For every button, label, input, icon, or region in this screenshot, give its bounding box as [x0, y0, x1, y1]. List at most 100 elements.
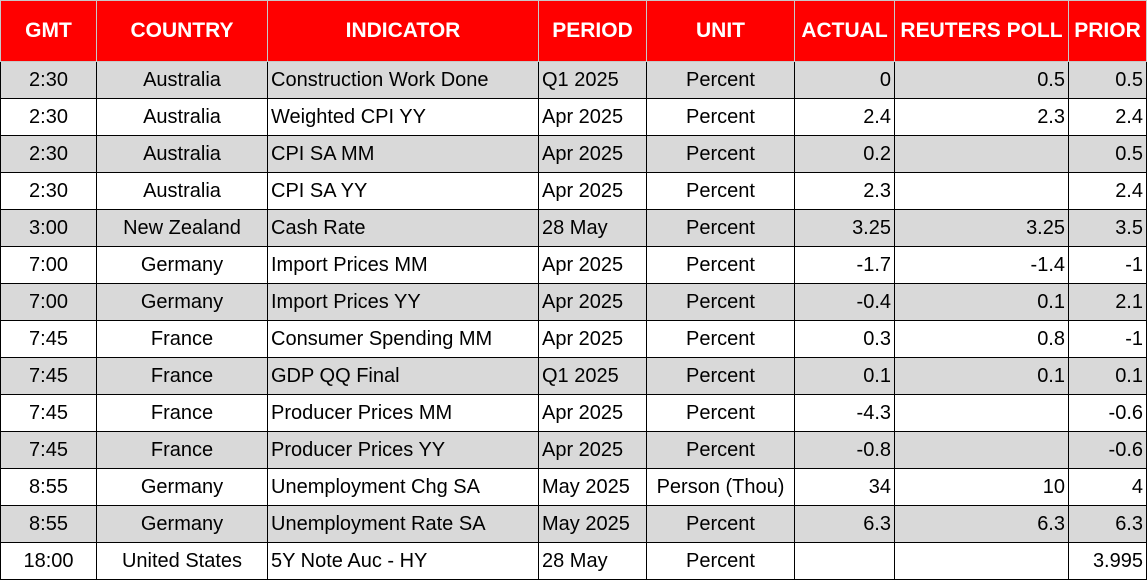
actual-cell: 3.25	[794, 209, 895, 247]
prior-cell: 2.1	[1068, 283, 1147, 321]
prior-cell: 2.4	[1068, 172, 1147, 210]
period-cell: Apr 2025	[538, 394, 647, 432]
table-row: 8:55 Germany Unemployment Rate SA May 2025 P…	[0, 505, 1147, 543]
period-cell: May 2025	[538, 505, 647, 543]
unit-cell: Percent	[646, 357, 795, 395]
country-cell: France	[96, 431, 268, 469]
period-cell: Apr 2025	[538, 246, 647, 284]
country-cell: Germany	[96, 246, 268, 284]
period-cell: Apr 2025	[538, 98, 647, 136]
table-row: 2:30 Australia Weighted CPI YY Apr 2025 Perc…	[0, 98, 1147, 136]
gmt-cell: 7:45	[0, 357, 97, 395]
country-cell: Germany	[96, 283, 268, 321]
country-cell: France	[96, 320, 268, 358]
gmt-cell: 8:55	[0, 468, 97, 506]
gmt-cell: 7:45	[0, 320, 97, 358]
actual-cell: 34	[794, 468, 895, 506]
column-header-actual: ACTUAL	[794, 0, 895, 62]
period-cell: Apr 2025	[538, 135, 647, 173]
indicator-cell: 5Y Note Auc - HY	[267, 542, 539, 580]
actual-cell: -0.8	[794, 431, 895, 469]
gmt-cell: 3:00	[0, 209, 97, 247]
prior-cell: 3.5	[1068, 209, 1147, 247]
prior-cell: 0.5	[1068, 135, 1147, 173]
unit-cell: Percent	[646, 394, 795, 432]
country-cell: New Zealand	[96, 209, 268, 247]
indicator-cell: Import Prices YY	[267, 283, 539, 321]
period-cell: Apr 2025	[538, 172, 647, 210]
unit-cell: Percent	[646, 431, 795, 469]
prior-cell: 3.995	[1068, 542, 1147, 580]
column-header-prior: PRIOR	[1068, 0, 1147, 62]
actual-cell: 2.3	[794, 172, 895, 210]
actual-cell: 0.3	[794, 320, 895, 358]
indicator-cell: GDP QQ Final	[267, 357, 539, 395]
column-header-unit: UNIT	[646, 0, 795, 62]
period-cell: Q1 2025	[538, 357, 647, 395]
reuters-poll-cell	[894, 431, 1069, 469]
column-header-reuters-poll: REUTERS POLL	[894, 0, 1069, 62]
country-cell: France	[96, 357, 268, 395]
period-cell: Q1 2025	[538, 61, 647, 99]
table-row: 7:45 France GDP QQ Final Q1 2025 Percent 0.1 0…	[0, 357, 1147, 395]
prior-cell: 2.4	[1068, 98, 1147, 136]
unit-cell: Percent	[646, 246, 795, 284]
table-row: 7:00 Germany Import Prices MM Apr 2025 Perce…	[0, 246, 1147, 284]
indicator-cell: Unemployment Chg SA	[267, 468, 539, 506]
header-row: GMT COUNTRY INDICATOR PERIOD UNIT ACTUAL…	[0, 0, 1147, 62]
reuters-poll-cell: 0.1	[894, 283, 1069, 321]
table-row: 7:45 France Producer Prices YY Apr 2025 Perc…	[0, 431, 1147, 469]
actual-cell	[794, 542, 895, 580]
prior-cell: 6.3	[1068, 505, 1147, 543]
reuters-poll-cell: 3.25	[894, 209, 1069, 247]
indicator-cell: Weighted CPI YY	[267, 98, 539, 136]
table-body: 2:30 Australia Construction Work Done Q1 20…	[0, 61, 1147, 580]
prior-cell: -0.6	[1068, 394, 1147, 432]
column-header-period: PERIOD	[538, 0, 647, 62]
unit-cell: Person (Thou)	[646, 468, 795, 506]
country-cell: France	[96, 394, 268, 432]
gmt-cell: 2:30	[0, 135, 97, 173]
country-cell: Australia	[96, 61, 268, 99]
reuters-poll-cell: 0.5	[894, 61, 1069, 99]
unit-cell: Percent	[646, 320, 795, 358]
reuters-poll-cell	[894, 394, 1069, 432]
reuters-poll-cell: 6.3	[894, 505, 1069, 543]
table-row: 7:45 France Producer Prices MM Apr 2025 Perc…	[0, 394, 1147, 432]
country-cell: Germany	[96, 468, 268, 506]
table-row: 2:30 Australia CPI SA YY Apr 2025 Percent 2.3…	[0, 172, 1147, 210]
indicator-cell: Producer Prices MM	[267, 394, 539, 432]
unit-cell: Percent	[646, 542, 795, 580]
country-cell: Australia	[96, 135, 268, 173]
reuters-poll-cell: 10	[894, 468, 1069, 506]
prior-cell: -0.6	[1068, 431, 1147, 469]
indicator-cell: Consumer Spending MM	[267, 320, 539, 358]
actual-cell: 2.4	[794, 98, 895, 136]
gmt-cell: 7:00	[0, 246, 97, 284]
table-row: 2:30 Australia Construction Work Done Q1 20…	[0, 61, 1147, 99]
indicator-cell: Producer Prices YY	[267, 431, 539, 469]
unit-cell: Percent	[646, 135, 795, 173]
unit-cell: Percent	[646, 172, 795, 210]
actual-cell: 6.3	[794, 505, 895, 543]
reuters-poll-cell: 0.1	[894, 357, 1069, 395]
indicator-cell: Construction Work Done	[267, 61, 539, 99]
actual-cell: 0	[794, 61, 895, 99]
prior-cell: 0.5	[1068, 61, 1147, 99]
country-cell: United States	[96, 542, 268, 580]
actual-cell: 0.1	[794, 357, 895, 395]
actual-cell: 0.2	[794, 135, 895, 173]
unit-cell: Percent	[646, 98, 795, 136]
indicator-cell: Unemployment Rate SA	[267, 505, 539, 543]
table-row: 3:00 New Zealand Cash Rate 28 May Percent 3.2…	[0, 209, 1147, 247]
table-row: 18:00 United States 5Y Note Auc - HY 28 May…	[0, 542, 1147, 580]
indicator-cell: Cash Rate	[267, 209, 539, 247]
prior-cell: -1	[1068, 246, 1147, 284]
gmt-cell: 2:30	[0, 98, 97, 136]
reuters-poll-cell	[894, 542, 1069, 580]
period-cell: 28 May	[538, 209, 647, 247]
gmt-cell: 7:45	[0, 394, 97, 432]
unit-cell: Percent	[646, 61, 795, 99]
column-header-country: COUNTRY	[96, 0, 268, 62]
